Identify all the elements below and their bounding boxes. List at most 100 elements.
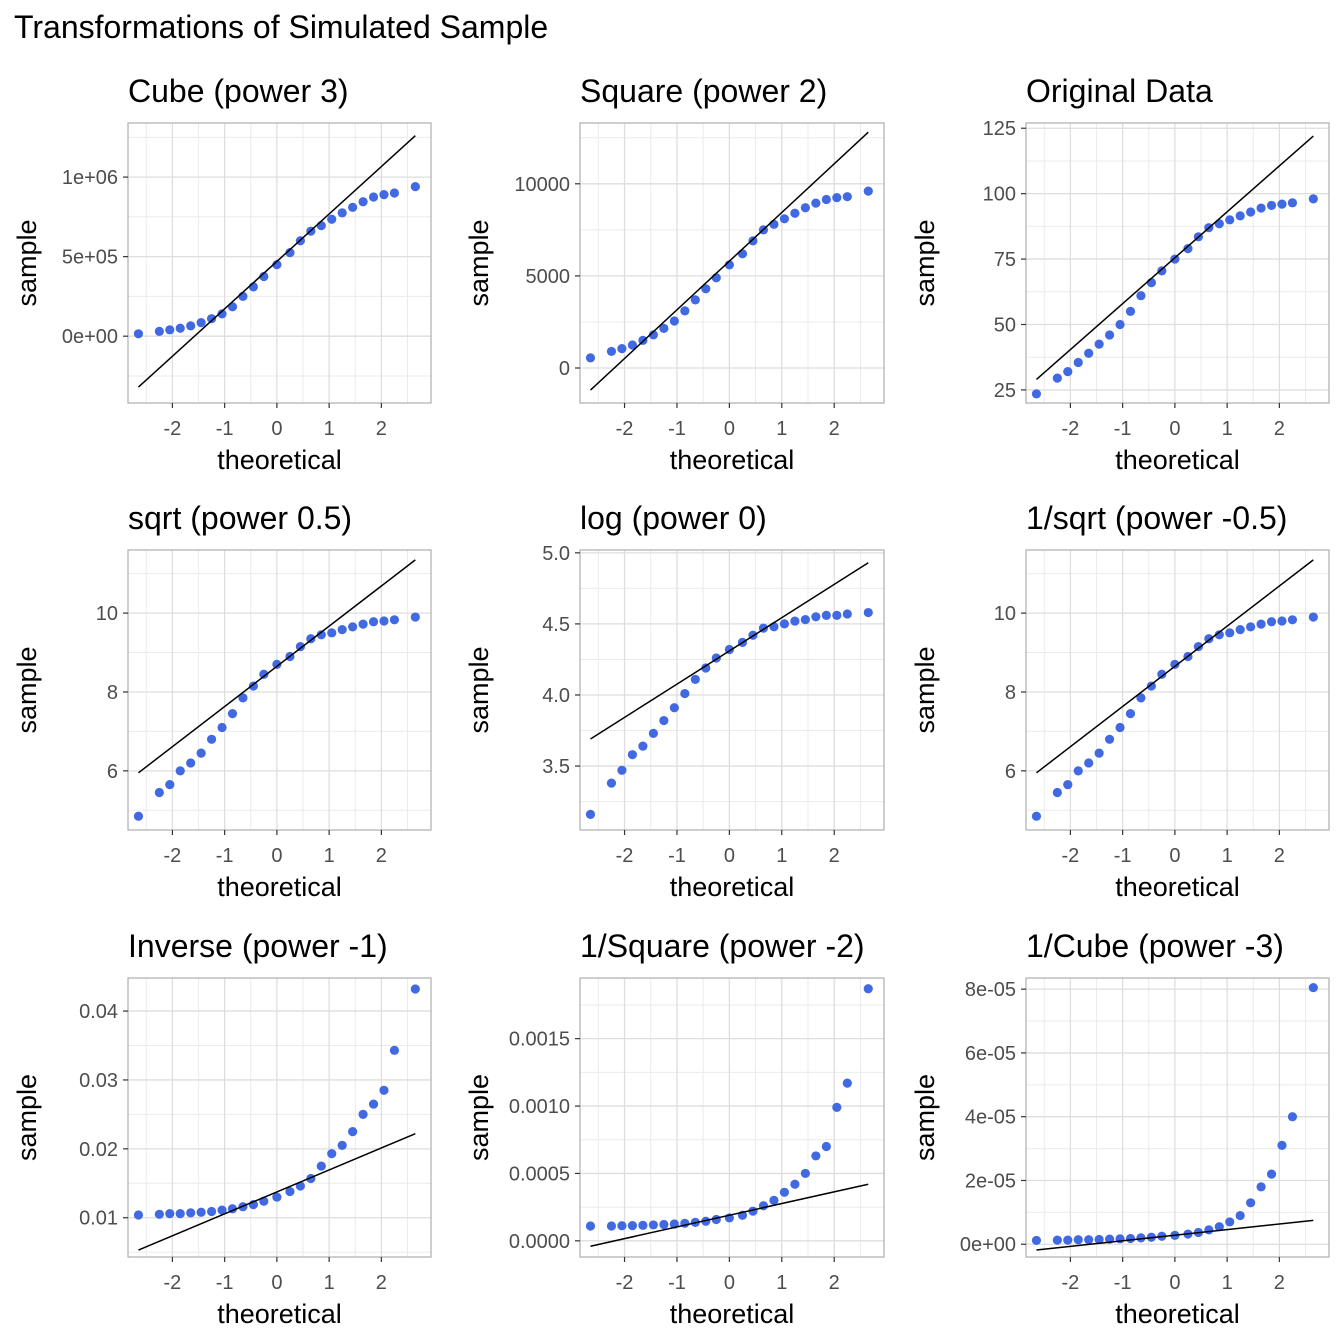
panel-border	[1025, 549, 1330, 831]
data-point	[327, 628, 337, 638]
data-point	[348, 1127, 358, 1137]
x-axis-label: theoretical	[670, 872, 795, 902]
x-axis-label: theoretical	[217, 445, 342, 475]
y-tick-label: 5000	[526, 266, 571, 288]
data-point	[659, 1219, 669, 1230]
x-tick-label: 2	[1274, 418, 1285, 440]
x-tick-label: -2	[1062, 845, 1080, 867]
data-point	[1225, 215, 1235, 225]
y-tick-label: 0.02	[79, 1139, 118, 1161]
data-point	[368, 617, 379, 627]
y-tick-label: 0.0005	[509, 1163, 570, 1185]
data-point	[217, 309, 227, 319]
data-point	[1104, 734, 1115, 744]
x-tick-label: -2	[616, 1272, 634, 1294]
data-point	[1125, 1233, 1136, 1244]
y-tick-label: 0.0000	[509, 1231, 570, 1253]
y-tick-label: 6	[1005, 761, 1016, 783]
qq-panel-7: -2 -1 0 1 2 0.01 0.02 0.03 0.04 Inverse (power -1…	[12, 928, 432, 1329]
data-point	[627, 1220, 638, 1231]
data-point	[638, 1220, 648, 1230]
x-tick-label: -1	[668, 1272, 686, 1294]
data-point	[1266, 1169, 1277, 1179]
x-tick-label: 2	[829, 418, 840, 440]
data-point	[337, 625, 347, 635]
y-tick-label: 1e+06	[62, 167, 118, 189]
data-point	[410, 612, 420, 622]
y-tick-label: 100	[983, 184, 1016, 206]
data-point	[238, 693, 248, 703]
y-axis-label: sample	[464, 1074, 494, 1161]
data-point	[175, 1209, 185, 1219]
x-tick-label: 1	[776, 418, 787, 440]
data-point	[316, 630, 326, 640]
data-point	[206, 314, 217, 324]
x-tick-label: -1	[1114, 845, 1132, 867]
data-point	[368, 1099, 379, 1109]
data-point	[701, 663, 711, 673]
data-point	[669, 703, 679, 713]
x-tick-label: 2	[829, 845, 840, 867]
data-point	[1204, 634, 1214, 644]
data-point	[659, 323, 669, 333]
data-point	[368, 192, 379, 202]
data-point	[648, 728, 658, 738]
data-point	[1277, 199, 1287, 209]
y-tick-label: 3.5	[542, 756, 570, 778]
x-tick-label: 2	[1274, 1272, 1285, 1294]
reference-line	[1035, 135, 1314, 381]
plot-background	[580, 978, 884, 1257]
data-point	[1125, 709, 1136, 719]
data-point	[1214, 630, 1224, 640]
data-point	[648, 1220, 658, 1230]
data-point	[1104, 330, 1115, 340]
data-point	[811, 612, 821, 622]
data-point	[821, 610, 831, 620]
panel-border	[579, 122, 885, 404]
data-point	[832, 193, 842, 203]
y-tick-label: 6	[107, 761, 118, 783]
y-tick-label: 0.0010	[509, 1096, 570, 1118]
figure-title: Transformations of Simulated Sample	[14, 9, 549, 45]
qq-panel-4: -2 -1 0 1 2 6 8 10 sqrt (power 0.5) theoretical sa…	[12, 500, 432, 902]
data-point	[680, 688, 690, 699]
data-point	[1246, 207, 1256, 217]
data-point	[1287, 615, 1298, 625]
data-point	[1183, 244, 1193, 254]
qq-panel-3: -2 -1 0 1 2 25 50 75 100 125 Original Data theoreti…	[910, 73, 1330, 475]
y-axis-label: sample	[910, 219, 940, 306]
x-tick-label: 0	[271, 845, 282, 867]
data-point	[1308, 982, 1318, 993]
y-tick-label: 10	[96, 603, 118, 625]
data-point	[701, 1216, 711, 1226]
data-point	[1157, 669, 1167, 679]
x-axis-label: theoretical	[1115, 872, 1240, 902]
data-point	[154, 1209, 164, 1219]
data-point	[1052, 373, 1062, 383]
x-tick-label: 1	[1222, 845, 1233, 867]
qq-panel-6: -2 -1 0 1 2 6 8 10 1/sqrt (power -0.5) theoretica…	[910, 500, 1330, 902]
data-point	[1146, 681, 1156, 691]
data-point	[186, 321, 196, 331]
data-point	[1256, 619, 1266, 629]
data-point	[842, 1078, 852, 1088]
y-tick-label: 4e-05	[965, 1107, 1016, 1129]
data-point	[217, 1205, 227, 1215]
panel-border	[127, 122, 432, 404]
data-point	[133, 329, 144, 339]
x-tick-label: -2	[164, 1272, 182, 1294]
data-point	[1235, 1210, 1245, 1221]
qq-panel-2: -2 -1 0 1 2 0 5000 10000 Square (power 2) theoret…	[464, 73, 885, 475]
reference-line	[1035, 559, 1314, 774]
panel-title: log (power 0)	[580, 500, 767, 536]
data-point	[1277, 616, 1287, 626]
panel-title: 1/Square (power -2)	[580, 928, 865, 964]
data-point	[358, 1109, 368, 1119]
data-point	[1225, 1217, 1235, 1227]
data-point	[1084, 758, 1094, 768]
y-tick-label: 4.5	[542, 614, 570, 636]
data-point	[811, 198, 821, 208]
x-axis-label: theoretical	[1115, 1299, 1240, 1329]
data-point	[690, 295, 700, 305]
data-point	[1170, 659, 1180, 669]
